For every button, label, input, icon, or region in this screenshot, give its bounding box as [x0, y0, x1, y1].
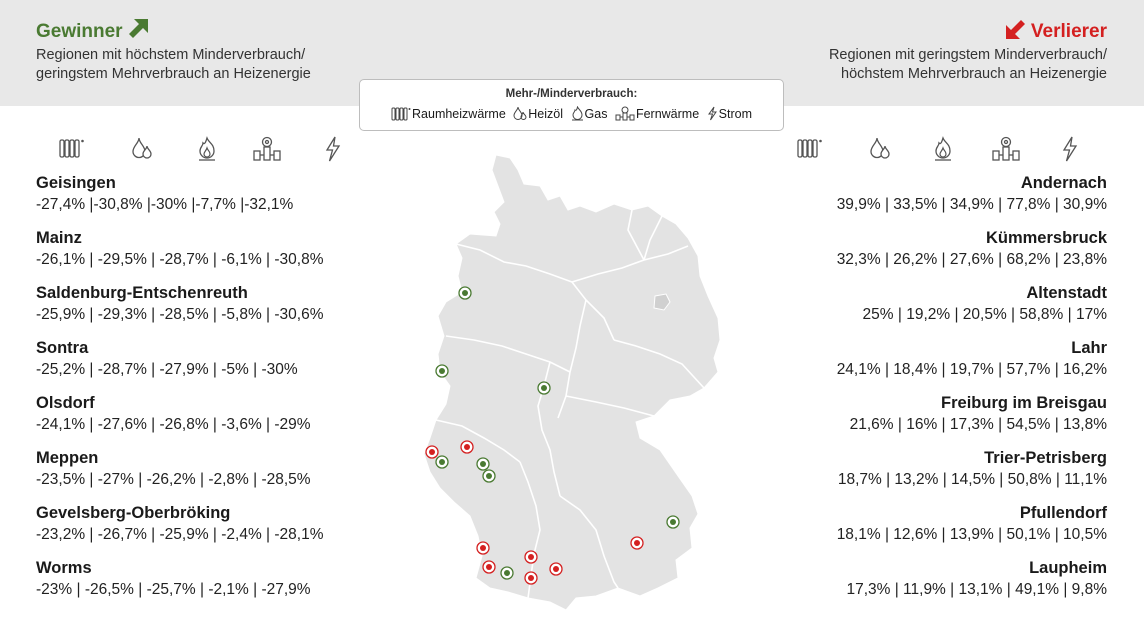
winner-entry: Geisingen -27,4% |-30,8% |-30% |-7,7% |-3… — [36, 173, 324, 228]
district-heating-icon — [615, 106, 635, 121]
winner-marker — [476, 457, 490, 471]
region-values: -27,4% |-30,8% |-30% |-7,7% |-32,1% — [36, 196, 294, 213]
region-name: Lahr — [1071, 339, 1107, 357]
legend-item-fernwaerme: Fernwärme — [615, 106, 699, 121]
radiator-icon — [391, 107, 411, 121]
region-values: 17,3% | 11,9% | 13,1% | 49,1% | 9,8% — [846, 581, 1107, 598]
legend-title: Mehr-/Minderverbrauch: — [505, 88, 638, 100]
arrow-up-right-icon — [128, 19, 148, 38]
region-name: Geisingen — [36, 174, 116, 192]
loser-entry: Laupheim 17,3% | 11,9% | 13,1% | 49,1% | … — [837, 558, 1107, 613]
oil-drop-icon — [132, 137, 152, 159]
region-values: -25,2% | -28,7% | -27,9% | -5% | -30% — [36, 361, 298, 378]
region-name: Laupheim — [1029, 559, 1107, 577]
radiator-icon — [59, 139, 84, 158]
region-name: Mainz — [36, 229, 82, 247]
region-values: -23,2% | -26,7% | -25,9% | -2,4% | -28,1… — [36, 526, 324, 543]
winners-title: Gewinner — [36, 19, 148, 43]
loser-marker — [425, 445, 439, 459]
loser-entry: Kümmersbruck 32,3% | 26,2% | 27,6% | 68,2… — [837, 228, 1107, 283]
loser-marker — [460, 440, 474, 454]
gas-flame-icon — [199, 136, 215, 161]
legend-item-heizoel: Heizöl — [513, 106, 563, 121]
germany-map — [423, 154, 721, 611]
region-values: 21,6% | 16% | 17,3% | 54,5% | 13,8% — [849, 416, 1107, 433]
loser-entry: Freiburg im Breisgau 21,6% | 16% | 17,3% … — [837, 393, 1107, 448]
oil-drop-icon — [870, 137, 890, 159]
loser-entry: Altenstadt 25% | 19,2% | 20,5% | 58,8% | … — [837, 283, 1107, 338]
loser-entry: Pfullendorf 18,1% | 12,6% | 13,9% | 50,1%… — [837, 503, 1107, 558]
gas-flame-icon — [935, 136, 951, 161]
winner-entry: Saldenburg-Entschenreuth -25,9% | -29,3% … — [36, 283, 324, 338]
region-name: Freiburg im Breisgau — [941, 394, 1107, 412]
winner-entry: Mainz -26,1% | -29,5% | -28,7% | -6,1% | … — [36, 228, 324, 283]
oil-drop-icon — [513, 106, 527, 120]
loser-entry: Trier-Petrisberg 18,7% | 13,2% | 14,5% | … — [837, 448, 1107, 503]
berlin-region — [653, 293, 671, 311]
winner-marker — [458, 286, 472, 300]
loser-entry: Lahr 24,1% | 18,4% | 19,7% | 57,7% | 16,2… — [837, 338, 1107, 393]
region-name: Worms — [36, 559, 92, 577]
winner-entry: Sontra -25,2% | -28,7% | -27,9% | -5% | -… — [36, 338, 324, 393]
region-values: -23,5% | -27% | -26,2% | -2,8% | -28,5% — [36, 471, 311, 488]
winner-marker — [537, 381, 551, 395]
legend-box: Mehr-/Minderverbrauch: Raumheizwärme Hei… — [359, 79, 784, 131]
region-name: Olsdorf — [36, 394, 95, 412]
region-name: Altenstadt — [1026, 284, 1107, 302]
district-heating-icon — [253, 136, 281, 161]
loser-marker — [524, 571, 538, 585]
legend-item-gas: Gas — [571, 105, 607, 121]
region-name: Sontra — [36, 339, 89, 357]
loser-marker — [549, 562, 563, 576]
winner-entry: Meppen -23,5% | -27% | -26,2% | -2,8% | -… — [36, 448, 324, 503]
radiator-icon — [797, 139, 822, 158]
region-values: 39,9% | 33,5% | 34,9% | 77,8% | 30,9% — [836, 196, 1107, 213]
legend-item-raumheizwaerme: Raumheizwärme — [391, 107, 506, 121]
loser-marker — [524, 550, 538, 564]
region-values: -23% | -26,5% | -25,7% | -2,1% | -27,9% — [36, 581, 311, 598]
loser-marker — [630, 536, 644, 550]
winner-marker — [482, 469, 496, 483]
region-name: Andernach — [1020, 174, 1107, 192]
winner-entry: Gevelsberg-Oberbröking -23,2% | -26,7% | … — [36, 503, 324, 558]
region-name: Saldenburg-Entschenreuth — [36, 284, 248, 302]
district-heating-icon — [992, 136, 1020, 161]
region-values: -25,9% | -29,3% | -28,5% | -5,8% | -30,6… — [36, 306, 324, 323]
map-markers — [425, 286, 680, 585]
loser-marker — [476, 541, 490, 555]
region-values: 18,1% | 12,6% | 13,9% | 50,1% | 10,5% — [836, 526, 1107, 543]
legend-item-strom: Strom — [707, 106, 752, 121]
losers-list: Andernach 39,9% | 33,5% | 34,9% | 77,8% |… — [837, 173, 1107, 613]
region-name: Kümmersbruck — [985, 229, 1107, 247]
winner-entry: Olsdorf -24,1% | -27,6% | -26,8% | -3,6% … — [36, 393, 324, 448]
winners-subtitle: Regionen mit höchstem Minderverbrauch/ g… — [36, 47, 311, 82]
region-values: 32,3% | 26,2% | 27,6% | 68,2% | 23,8% — [836, 251, 1107, 268]
lightning-icon — [325, 136, 341, 162]
loser-marker — [482, 560, 496, 574]
region-name: Meppen — [36, 449, 99, 467]
winner-entry: Worms -23% | -26,5% | -25,7% | -2,1% | -2… — [36, 558, 324, 613]
arrow-down-left-icon — [1005, 20, 1025, 39]
winner-marker — [435, 455, 449, 469]
losers-subtitle: Regionen mit geringstem Minderverbrauch/… — [828, 47, 1107, 82]
winners-list: Geisingen -27,4% |-30,8% |-30% |-7,7% |-3… — [36, 173, 324, 613]
region-values: -26,1% | -29,5% | -28,7% | -6,1% | -30,8… — [36, 251, 324, 268]
region-values: 18,7% | 13,2% | 14,5% | 50,8% | 11,1% — [837, 471, 1107, 488]
region-values: 24,1% | 18,4% | 19,7% | 57,7% | 16,2% — [836, 361, 1107, 378]
region-name: Pfullendorf — [1019, 504, 1107, 522]
loser-entry: Andernach 39,9% | 33,5% | 34,9% | 77,8% |… — [837, 173, 1107, 228]
winner-marker — [500, 566, 514, 580]
legend-items: Raumheizwärme Heizöl Gas Fernwärme Strom — [360, 105, 783, 121]
lightning-icon — [707, 106, 717, 121]
lightning-icon — [1062, 136, 1078, 162]
region-name: Trier-Petrisberg — [984, 449, 1107, 467]
region-values: 25% | 19,2% | 20,5% | 58,8% | 17% — [862, 306, 1107, 323]
gas-flame-icon — [571, 105, 583, 121]
winner-marker — [435, 364, 449, 378]
losers-title: Verlierer — [1005, 19, 1107, 43]
region-name: Gevelsberg-Oberbröking — [36, 504, 231, 522]
region-values: -24,1% | -27,6% | -26,8% | -3,6% | -29% — [36, 416, 311, 433]
germany-outline — [423, 154, 721, 611]
winner-marker — [666, 515, 680, 529]
